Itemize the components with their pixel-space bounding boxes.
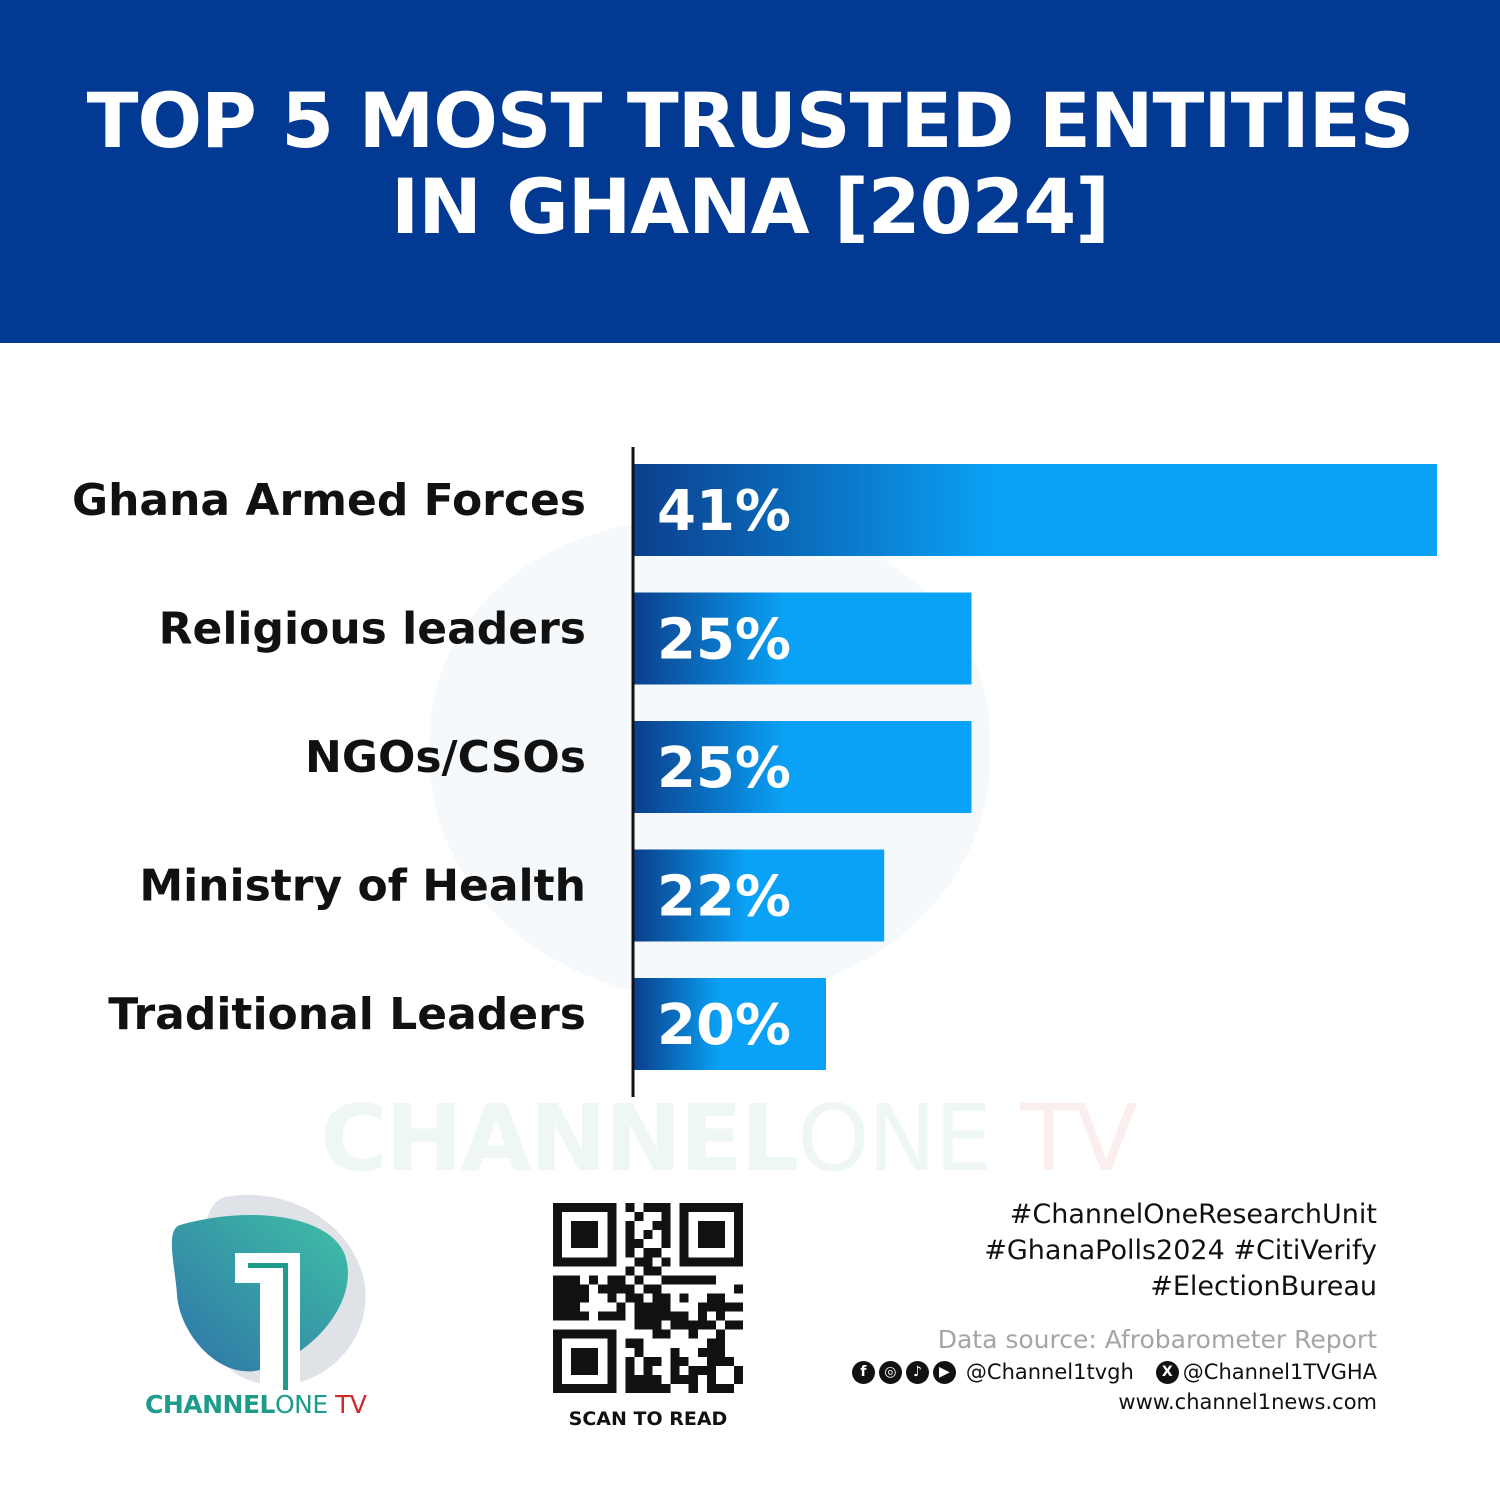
page-title: TOP 5 MOST TRUSTED ENTITIES IN GHANA [20… <box>0 78 1500 250</box>
bar <box>634 592 972 685</box>
social-row: f ◎ ♪ ▶ @Channel1tvgh X @Channel1TVGHA <box>851 1360 1377 1384</box>
hashtags: #ChannelOneResearchUnit #GhanaPolls2024 … <box>852 1197 1377 1305</box>
instagram-icon[interactable]: ◎ <box>878 1360 902 1384</box>
social-handle[interactable]: @Channel1tvgh <box>965 1360 1134 1384</box>
logo-wordmark: CHANNELONE TV <box>145 1390 367 1419</box>
website-link[interactable]: www.channel1news.com <box>1118 1390 1377 1414</box>
hashtag: #ChannelOneResearchUnit <box>1009 1199 1377 1230</box>
title-line-1: TOP 5 MOST TRUSTED ENTITIES <box>86 76 1415 165</box>
bar <box>634 464 1437 556</box>
tiktok-icon[interactable]: ♪ <box>905 1360 929 1384</box>
bar <box>634 849 885 942</box>
youtube-icon[interactable]: ▶ <box>932 1360 956 1384</box>
qr-code[interactable] <box>553 1203 743 1393</box>
hashtag: #GhanaPolls2024 #CitiVerify <box>984 1235 1377 1266</box>
bar-value-label: 20% <box>657 993 791 1058</box>
data-source: Data source: Afrobarometer Report <box>937 1325 1377 1354</box>
category-label: NGOs/CSOs <box>305 732 586 783</box>
category-label: Ghana Armed Forces <box>72 475 586 526</box>
bar-value-label: 22% <box>657 865 791 930</box>
category-label: Ministry of Health <box>139 861 586 912</box>
category-label: Traditional Leaders <box>108 989 586 1040</box>
watermark-text: CHANNELONE TV <box>320 1085 1138 1192</box>
bar-value-label: 25% <box>657 608 791 673</box>
bar <box>634 978 827 1070</box>
header-banner: TOP 5 MOST TRUSTED ENTITIES IN GHANA [20… <box>0 0 1500 343</box>
title-line-2: IN GHANA [2024] <box>390 162 1110 251</box>
scan-caption: SCAN TO READ <box>568 1408 728 1430</box>
footer-info: #ChannelOneResearchUnit #GhanaPolls2024 … <box>851 1197 1377 1414</box>
channel-one-logo <box>171 1194 366 1390</box>
facebook-icon[interactable]: f <box>851 1360 875 1384</box>
bar-value-label: 25% <box>657 736 791 801</box>
bar-value-label: 41% <box>657 479 791 544</box>
x-icon[interactable]: X <box>1155 1360 1179 1384</box>
x-handle[interactable]: @Channel1TVGHA <box>1182 1360 1377 1384</box>
category-label: Religious leaders <box>159 604 586 655</box>
hashtag: #ElectionBureau <box>1150 1271 1377 1302</box>
bar <box>634 721 972 813</box>
